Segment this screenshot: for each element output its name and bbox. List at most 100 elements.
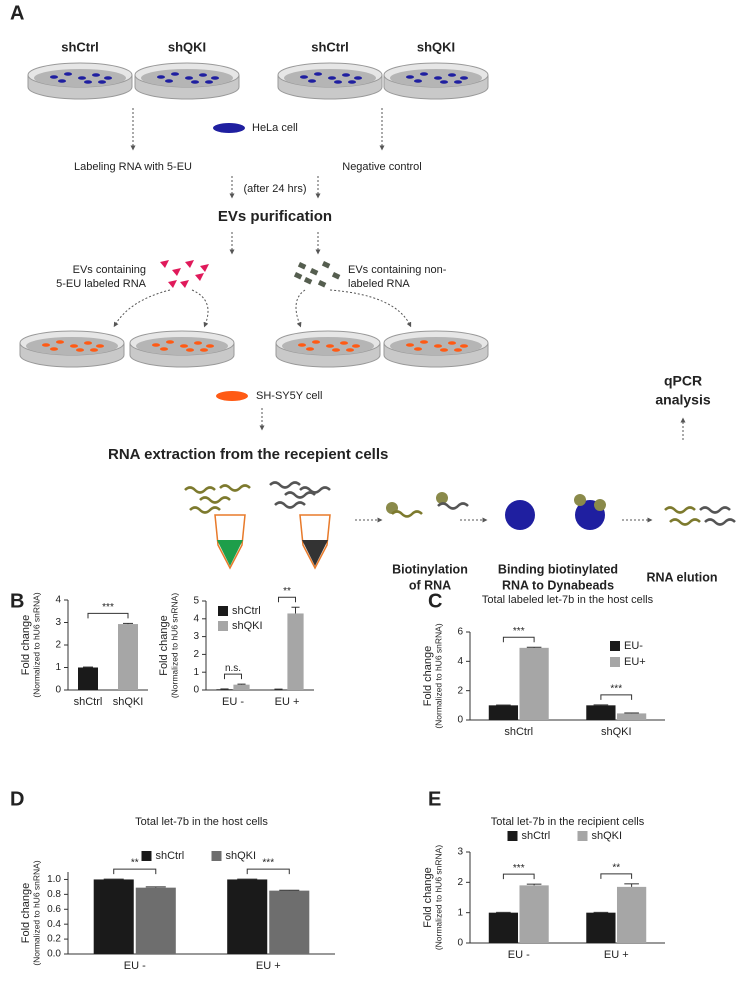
cell [300,75,308,79]
legend-swatch [141,851,152,861]
cell [326,344,334,348]
bar [227,879,268,954]
cell [414,79,422,83]
cell [191,80,199,84]
cell [211,76,219,80]
y-tick-label: 3 [55,617,61,628]
cell [186,348,194,352]
bar [135,887,176,954]
cell [90,348,98,352]
significance-label: *** [513,626,525,637]
cell [352,344,360,348]
y-axis-note: (Normalized to hU6 snRNA) [433,623,443,729]
step-label: Negative control [342,161,422,173]
bar [78,667,98,690]
cell [199,73,207,77]
ev-label: EVs containing [73,264,146,276]
bar [519,885,549,943]
y-tick-label: 0.4 [47,919,61,930]
cell [56,340,64,344]
legend-swatch [610,641,620,651]
bar [616,713,647,720]
arrow [191,289,209,328]
rna [437,502,469,510]
cell [180,344,188,348]
bar [287,613,304,690]
rna [219,484,251,492]
x-tick-label: EU + [604,949,629,961]
legend-label: EU- [624,640,643,652]
significance-bracket [600,873,633,879]
cell [194,341,202,345]
legend-label: shCtrl [156,850,185,862]
dishes [19,62,489,368]
bar [519,647,549,720]
rna [199,496,231,504]
significance-bracket [277,596,297,603]
significance-bracket [87,612,129,619]
rna [299,486,331,494]
legend-label: shQKI [226,850,257,862]
legend-swatch [507,831,518,841]
y-tick-label: 0.0 [47,949,61,960]
bar [233,684,250,690]
cell [346,348,354,352]
cell [434,76,442,80]
biotin [574,494,586,506]
panel-label: D [10,788,24,810]
panel-label: C [428,590,442,612]
cell [420,72,428,76]
condition-label: shCtrl [61,39,99,54]
cell [354,76,362,80]
x-tick-label: EU - [508,949,530,961]
significance-bracket [223,673,243,680]
legend-swatch [610,657,620,667]
cell [340,341,348,345]
y-tick-label: 1 [193,667,199,678]
cell [454,348,462,352]
cell [460,344,468,348]
x-tick-label: EU + [275,696,300,708]
bar [270,689,287,691]
chart-title: Total let-7b in the recipient cells [491,816,645,828]
step-label: Biotinylation [392,562,468,576]
chart-title: Total let-7b in the host cells [135,816,268,828]
cell [76,348,84,352]
y-axis-note: (Normalized to hU6 snRNA) [31,592,41,698]
significance-bracket [246,868,290,875]
significance-bracket [600,694,633,700]
y-tick-label: 0 [193,685,199,696]
legend-swatch [218,606,228,616]
cell [348,80,356,84]
significance-label: *** [610,684,622,695]
x-tick-label: EU - [124,960,146,972]
shsy5y-icon [216,391,248,401]
y-tick-label: 0.2 [47,934,61,945]
cell [42,343,50,347]
workflow-icons [184,481,736,570]
x-tick-label: shQKI [601,726,632,738]
cell [205,80,213,84]
y-tick-label: 4 [193,613,199,624]
y-tick-label: 2 [193,649,199,660]
ev [309,267,319,276]
rna [391,510,423,518]
y-tick-label: 0 [457,938,463,949]
rna [664,506,696,514]
bar [93,879,134,954]
y-tick-label: 1 [55,662,61,673]
cell [171,72,179,76]
y-tick-label: 0 [457,715,463,726]
condition-label: shCtrl [311,39,349,54]
ev [297,261,307,270]
x-tick-label: shQKI [113,696,144,708]
y-tick-label: 3 [457,847,463,858]
cell [58,79,66,83]
bar [586,912,616,943]
significance-bracket [113,868,157,875]
cell [328,76,336,80]
cell [454,80,462,84]
significance-label: n.s. [225,663,241,674]
biotin [436,492,448,504]
